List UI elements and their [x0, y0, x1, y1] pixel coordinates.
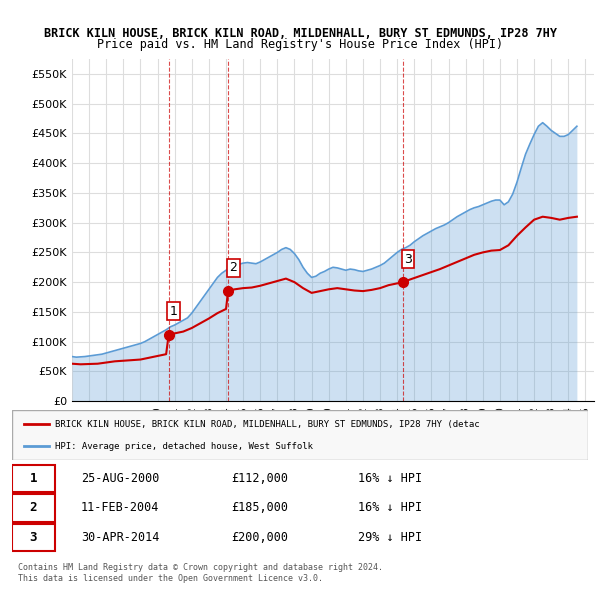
Text: £185,000: £185,000: [231, 502, 288, 514]
Text: 2: 2: [229, 261, 237, 274]
Text: Contains HM Land Registry data © Crown copyright and database right 2024.
This d: Contains HM Land Registry data © Crown c…: [18, 563, 383, 583]
Text: BRICK KILN HOUSE, BRICK KILN ROAD, MILDENHALL, BURY ST EDMUNDS, IP28 7HY (detac: BRICK KILN HOUSE, BRICK KILN ROAD, MILDE…: [55, 419, 480, 428]
Text: 2: 2: [29, 502, 37, 514]
Text: 3: 3: [404, 253, 412, 266]
Text: 25-AUG-2000: 25-AUG-2000: [81, 472, 160, 485]
FancyBboxPatch shape: [12, 410, 588, 460]
Text: 29% ↓ HPI: 29% ↓ HPI: [358, 531, 422, 544]
Text: 11-FEB-2004: 11-FEB-2004: [81, 502, 160, 514]
Text: 16% ↓ HPI: 16% ↓ HPI: [358, 472, 422, 485]
Text: £200,000: £200,000: [231, 531, 288, 544]
FancyBboxPatch shape: [12, 494, 55, 522]
FancyBboxPatch shape: [12, 465, 55, 493]
FancyBboxPatch shape: [12, 523, 55, 551]
Text: 1: 1: [170, 305, 178, 318]
Text: £112,000: £112,000: [231, 472, 288, 485]
Text: Price paid vs. HM Land Registry's House Price Index (HPI): Price paid vs. HM Land Registry's House …: [97, 38, 503, 51]
Text: 3: 3: [29, 531, 37, 544]
Text: HPI: Average price, detached house, West Suffolk: HPI: Average price, detached house, West…: [55, 442, 313, 451]
Text: 1: 1: [29, 472, 37, 485]
Text: 16% ↓ HPI: 16% ↓ HPI: [358, 502, 422, 514]
Text: BRICK KILN HOUSE, BRICK KILN ROAD, MILDENHALL, BURY ST EDMUNDS, IP28 7HY: BRICK KILN HOUSE, BRICK KILN ROAD, MILDE…: [44, 27, 557, 40]
Text: 30-APR-2014: 30-APR-2014: [81, 531, 160, 544]
